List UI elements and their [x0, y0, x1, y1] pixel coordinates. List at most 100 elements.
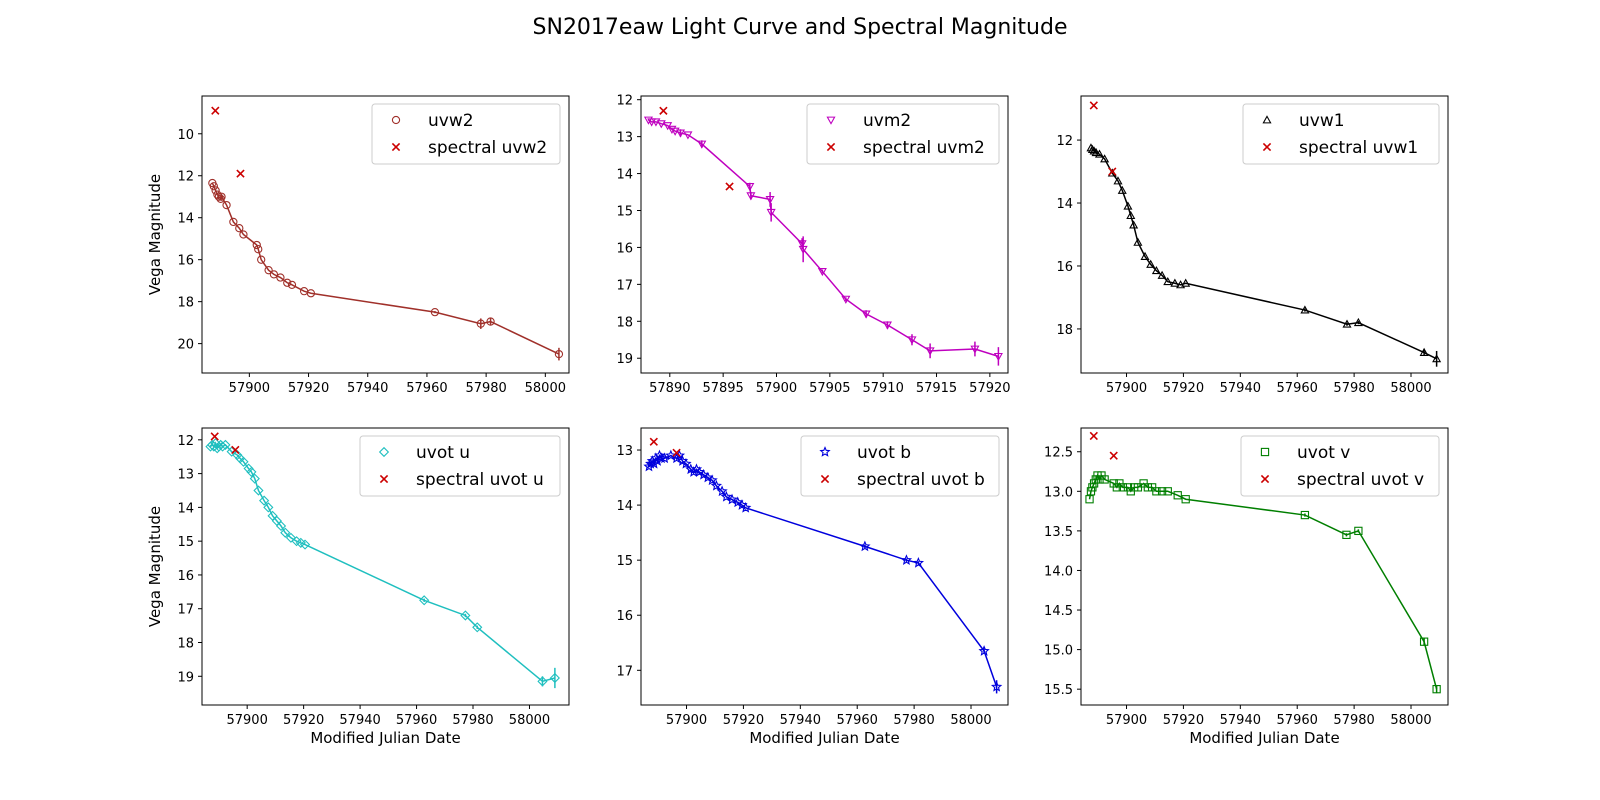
data-point — [670, 127, 680, 136]
y-tick-label: 17 — [616, 664, 633, 679]
data-point — [1143, 483, 1153, 492]
data-point — [798, 245, 808, 255]
legend-marker — [826, 116, 836, 125]
data-point — [659, 106, 668, 115]
data-point — [275, 520, 287, 532]
y-tick-label: 15 — [177, 535, 194, 550]
data-point — [1176, 280, 1186, 289]
data-point — [675, 129, 686, 138]
x-tick-label: 57895 — [702, 381, 743, 396]
data-point — [1342, 319, 1352, 328]
x-tick-label: 57900 — [666, 713, 707, 728]
y-tick-label: 14 — [177, 501, 194, 516]
series-spectral-uvot-v — [1089, 431, 1118, 460]
data-point — [287, 280, 297, 290]
axes-frame — [201, 95, 570, 374]
data-point — [1089, 101, 1098, 110]
legend: uvot u spectral uvot u — [359, 435, 561, 497]
series-uvm2 — [643, 116, 1003, 366]
data-point — [765, 195, 775, 205]
data-point — [476, 319, 485, 328]
y-tick-label: 14 — [616, 168, 633, 183]
y-tick-label: 16 — [616, 241, 633, 256]
series-uvot-v — [1085, 471, 1441, 694]
x-tick-label: 58000 — [509, 713, 550, 728]
data-point — [670, 452, 683, 464]
legend: uvot b spectral uvot b — [800, 435, 1000, 497]
data-point — [1170, 278, 1180, 287]
x-tick-label: 57940 — [339, 713, 380, 728]
data-point — [238, 456, 249, 467]
y-tick-label: 16 — [1056, 260, 1073, 275]
axes-frame — [640, 427, 1009, 706]
data-point — [861, 310, 871, 319]
data-point — [236, 169, 245, 178]
axes-frame — [640, 95, 1009, 374]
legend-frame — [359, 435, 561, 497]
y-tick-label: 15.5 — [1044, 683, 1073, 698]
data-point — [649, 437, 658, 446]
data-point — [257, 255, 266, 264]
x-tick-label: 57960 — [1277, 381, 1318, 396]
legend: uvw1 spectral uvw1 — [1242, 103, 1440, 165]
panel-data — [1085, 431, 1441, 694]
series-spectral-uvw2 — [211, 106, 245, 178]
data-point — [472, 622, 483, 633]
data-point — [1133, 237, 1143, 246]
y-tick-label: 18 — [177, 637, 194, 652]
legend-marker — [379, 474, 389, 484]
figure-title: SN2017eaw Light Curve and Spectral Magni… — [533, 15, 1068, 40]
data-point — [1300, 510, 1310, 520]
y-tick-label: 12 — [1056, 134, 1073, 149]
series-line — [211, 182, 560, 355]
legend-marker — [1262, 142, 1272, 152]
x-tick-label: 57980 — [893, 713, 934, 728]
data-point — [746, 192, 756, 201]
x-axis-label: Modified Julian Date — [1189, 729, 1339, 747]
x-axis-label: Modified Julian Date — [749, 729, 899, 747]
data-point — [554, 349, 564, 359]
series-uvw2 — [208, 178, 564, 361]
legend-frame — [1242, 103, 1440, 165]
series-line — [1090, 147, 1437, 360]
data-point — [817, 268, 827, 277]
y-tick-label: 14 — [1056, 197, 1073, 212]
data-point — [419, 595, 430, 606]
series-spectral-uvot-u — [210, 432, 240, 455]
data-point — [430, 307, 440, 317]
data-point — [235, 224, 244, 233]
x-tick-label: 58000 — [1390, 713, 1431, 728]
legend-label: spectral uvw1 — [1299, 138, 1418, 158]
legend-label: spectral uvot v — [1297, 470, 1424, 490]
data-point — [1108, 167, 1117, 176]
legend-marker — [1260, 474, 1270, 484]
y-tick-label: 16 — [177, 569, 194, 584]
data-point — [1151, 265, 1161, 275]
data-point — [1181, 495, 1190, 504]
y-tick-label: 14.0 — [1044, 564, 1073, 579]
x-tick-label: 57900 — [1106, 713, 1147, 728]
x-tick-label: 57900 — [226, 713, 267, 728]
series-uvw1 — [1086, 143, 1442, 367]
x-tick-label: 57910 — [862, 381, 903, 396]
data-point — [912, 556, 925, 568]
y-tick-label: 15 — [616, 554, 633, 569]
data-point — [665, 449, 677, 461]
y-tick-label: 15.0 — [1044, 644, 1073, 659]
data-point — [1089, 431, 1098, 441]
panel-data — [643, 106, 1003, 366]
data-point — [231, 445, 240, 455]
axes-frame — [201, 427, 570, 706]
data-point — [1140, 251, 1150, 260]
data-point — [276, 273, 285, 282]
data-point — [239, 230, 248, 239]
data-point — [1126, 210, 1136, 220]
x-tick-label: 57960 — [837, 713, 878, 728]
data-point — [1091, 147, 1101, 157]
legend-label: uvot v — [1297, 443, 1350, 463]
data-point — [1157, 487, 1167, 496]
data-point — [651, 118, 661, 127]
data-point — [706, 474, 718, 486]
x-axis-label: Modified Julian Date — [310, 729, 460, 747]
x-tick-label: 57960 — [406, 381, 447, 396]
